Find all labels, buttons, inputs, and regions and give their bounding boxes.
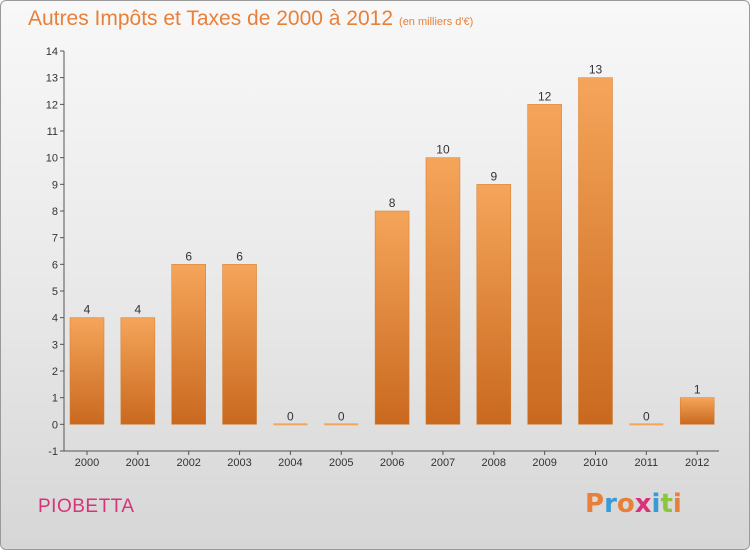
y-tick-label: 4 [52,313,58,325]
commune-name: PIOBETTA [38,496,135,517]
data-label-2005: 0 [338,409,345,423]
x-tick-label-2012: 2012 [685,457,709,469]
logo-letter: t [660,489,673,519]
y-tick-label: 7 [52,233,58,245]
data-label-2002: 6 [185,249,192,263]
bar-2004 [273,423,308,426]
data-label-2012: 1 [694,383,701,397]
x-tick-label-2003: 2003 [227,457,251,469]
chart-title: Autres Impôts et Taxes de 2000 à 2012 (en… [28,7,473,31]
data-label-2009: 12 [538,89,552,103]
y-tick-label: 10 [46,153,58,165]
x-tick-label-2010: 2010 [583,457,607,469]
x-tick-label-2002: 2002 [176,457,200,469]
bar-2006 [374,210,410,425]
x-tick-label-2000: 2000 [75,457,99,469]
data-label-2000: 4 [84,303,91,317]
x-tick-label-2011: 2011 [635,457,659,469]
bar-2001 [120,317,156,425]
data-label-2001: 4 [135,303,142,317]
bar-2003 [222,264,257,425]
y-tick-label: 8 [52,206,58,218]
bar-2011 [629,423,664,426]
chart-subtitle: (en milliers d'€) [399,16,474,28]
logo-letter: x [634,489,652,519]
y-tick-label: -1 [48,446,58,458]
x-tick-label-2008: 2008 [482,457,506,469]
y-tick-label: 14 [46,46,58,58]
bar-2007 [425,157,461,425]
x-tick-label-2005: 2005 [329,457,353,469]
y-tick-label: 1 [52,393,58,405]
x-tick-label-2009: 2009 [532,457,556,469]
bar-2009 [527,104,562,425]
logo-letter: i [651,489,661,519]
data-label-2011: 0 [643,409,650,423]
logo-letter: i [672,489,682,519]
x-tick-label-2006: 2006 [380,457,404,469]
logo-letter: P [585,489,605,519]
bar-2008 [476,184,512,425]
y-tick-label: 11 [47,126,58,138]
data-label-2004: 0 [287,409,294,423]
y-tick-label: 12 [46,99,58,111]
logo-letter: r [604,489,617,519]
data-label-2010: 13 [589,63,603,77]
y-tick-label: 3 [52,339,58,351]
proxiti-logo: Proxiti [585,489,682,519]
x-tick-label-2007: 2007 [431,457,455,469]
y-tick-label: 0 [52,419,58,431]
logo-letter: o [616,489,635,519]
bar-2010 [578,77,613,425]
bar-2000 [69,317,105,425]
y-tick-label: 2 [52,366,58,378]
bar-2012 [679,397,715,425]
data-label-2006: 8 [389,196,396,210]
y-tick-label: 9 [52,179,58,191]
x-tick-label-2004: 2004 [278,457,302,469]
x-tick-label-2001: 2001 [126,457,150,469]
chart-title-text: Autres Impôts et Taxes de 2000 à 2012 [28,7,394,30]
data-label-2003: 6 [236,249,243,263]
y-tick-label: 6 [52,259,58,271]
data-label-2008: 9 [490,169,497,183]
bar-2002 [171,264,206,425]
bar-2005 [324,423,359,426]
y-tick-label: 13 [46,73,58,85]
y-tick-label: 5 [52,286,58,298]
data-label-2007: 10 [436,143,450,157]
